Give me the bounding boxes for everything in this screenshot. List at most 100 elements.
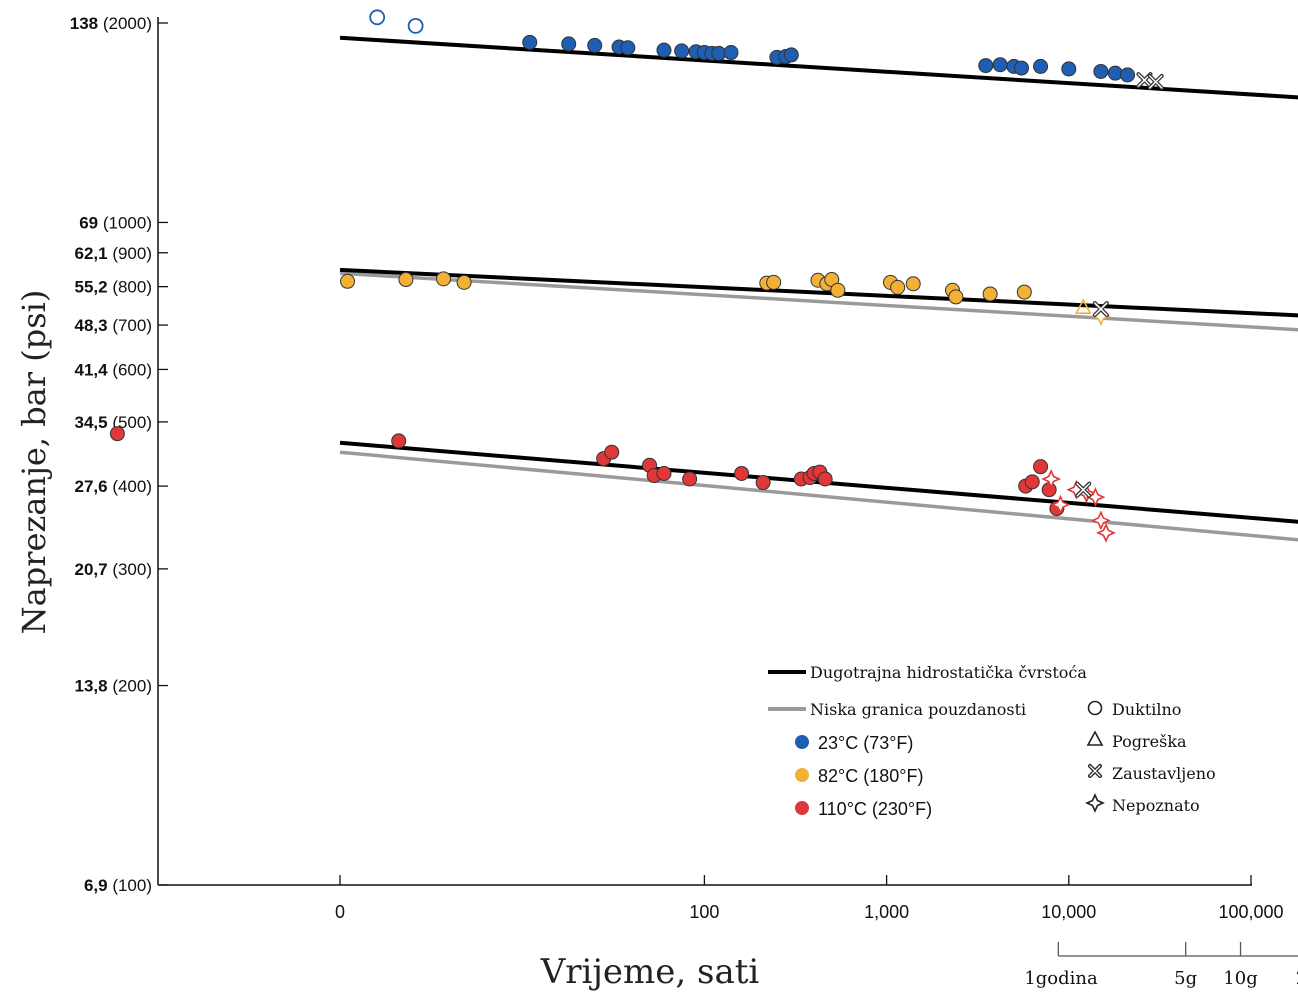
data-point bbox=[1033, 58, 1049, 74]
data-point bbox=[620, 40, 636, 56]
ductile-point bbox=[407, 17, 424, 34]
data-point bbox=[982, 286, 998, 302]
lcl-line bbox=[339, 450, 1298, 542]
y-tick-label: 13,8 (200) bbox=[75, 677, 153, 696]
stopped-point bbox=[1147, 73, 1164, 90]
stopped-point bbox=[1075, 481, 1092, 498]
data-point bbox=[755, 475, 771, 491]
y-tick-label: 34,5 (500) bbox=[75, 413, 153, 432]
y-axis-title: Naprezanje, bar (psi) bbox=[15, 290, 53, 635]
x-tick-label: 1,000 bbox=[864, 902, 909, 922]
data-point bbox=[783, 47, 799, 63]
x-mark-inner bbox=[1094, 302, 1108, 316]
data-point bbox=[890, 279, 906, 295]
data-point bbox=[587, 37, 603, 53]
data-point bbox=[1061, 61, 1077, 77]
legend-temp-label: 82°C (180°F) bbox=[818, 766, 923, 786]
legend-line-label: Dugotrajna hidrostatička čvrstoća bbox=[810, 663, 1087, 682]
data-point bbox=[398, 272, 414, 288]
legend: Dugotrajna hidrostatička čvrstoća Niska g… bbox=[768, 663, 1216, 819]
year-tick-label: 10g bbox=[1223, 968, 1257, 989]
legend-temp-swatch bbox=[795, 801, 809, 815]
year-tick-label: 5g bbox=[1174, 968, 1197, 989]
chart-axes bbox=[157, 17, 1252, 886]
y-tick-label: 48,3 (700) bbox=[75, 316, 153, 335]
data-points bbox=[109, 9, 1164, 543]
x-tick-label: 100 bbox=[689, 902, 719, 922]
y-tick-label: 41,4 (600) bbox=[75, 360, 153, 379]
data-point bbox=[656, 465, 672, 481]
failure-point bbox=[1074, 298, 1092, 314]
data-point bbox=[734, 465, 750, 481]
ductile-point bbox=[369, 9, 386, 26]
data-point bbox=[766, 274, 782, 290]
x-tick-label: 100,000 bbox=[1218, 902, 1283, 922]
data-point bbox=[978, 58, 994, 74]
y-tick-label: 20,7 (300) bbox=[75, 560, 153, 579]
triangle-outline-icon bbox=[1086, 730, 1104, 746]
y-axis-ticks: 138 (2000) 69 (1000) 62,1 (900) 55,2 (800) 4… bbox=[70, 14, 168, 895]
data-point bbox=[674, 43, 690, 59]
y-tick-label: 6,9 (100) bbox=[84, 876, 152, 895]
y-tick-label: 138 (2000) bbox=[70, 14, 152, 33]
four-point-star-icon bbox=[1085, 793, 1105, 813]
data-point bbox=[522, 34, 538, 50]
stopped-point bbox=[1092, 301, 1109, 318]
legend-temp-swatch bbox=[795, 735, 809, 749]
data-point bbox=[456, 274, 472, 290]
legend-mode-label: Nepoznato bbox=[1112, 796, 1200, 815]
regression-lines bbox=[339, 35, 1298, 542]
data-point bbox=[1033, 459, 1049, 475]
lts-line bbox=[339, 35, 1298, 100]
unknown-point bbox=[1050, 494, 1071, 515]
legend-temp-label: 23°C (73°F) bbox=[818, 733, 913, 753]
y-tick-label: 27,6 (400) bbox=[75, 477, 153, 496]
data-point bbox=[604, 444, 620, 460]
legend-mode-label: Pogreška bbox=[1112, 732, 1187, 751]
data-point bbox=[109, 426, 125, 442]
data-point bbox=[948, 289, 964, 305]
data-point bbox=[656, 42, 672, 58]
data-point bbox=[682, 471, 698, 487]
data-point bbox=[1016, 284, 1032, 300]
data-point bbox=[830, 282, 846, 298]
cross-x-icon bbox=[1088, 764, 1102, 778]
data-point bbox=[340, 273, 356, 289]
data-point bbox=[561, 36, 577, 52]
legend-temp-label: 110°C (230°F) bbox=[818, 799, 932, 819]
data-point bbox=[391, 433, 407, 449]
data-point bbox=[1013, 60, 1029, 76]
lts-line bbox=[339, 440, 1298, 524]
year-scale: 1godina5g10g25g50g100g bbox=[1024, 942, 1298, 989]
data-point bbox=[1093, 63, 1109, 79]
year-tick-label: 25g bbox=[1296, 968, 1298, 989]
lcl-line bbox=[339, 271, 1298, 332]
data-point bbox=[1120, 67, 1136, 83]
data-point bbox=[1024, 474, 1040, 490]
lts-line bbox=[339, 267, 1298, 318]
x-mark-inner bbox=[1076, 482, 1090, 497]
data-point bbox=[723, 45, 739, 61]
data-point bbox=[992, 57, 1008, 73]
x-axis-title: Vrijeme, sati bbox=[540, 952, 760, 992]
unknown-point bbox=[1041, 469, 1062, 489]
data-point bbox=[1041, 482, 1057, 498]
legend-temp-swatch bbox=[795, 768, 809, 782]
data-point bbox=[817, 471, 833, 487]
unknown-point bbox=[1090, 510, 1111, 531]
circle-outline-icon bbox=[1087, 700, 1103, 716]
data-point bbox=[905, 276, 921, 292]
y-tick-label: 62,1 (900) bbox=[75, 244, 153, 263]
x-mark-inner bbox=[1089, 765, 1101, 777]
year-tick-label: 1godina bbox=[1024, 968, 1098, 989]
x-tick-label: 10,000 bbox=[1041, 902, 1096, 922]
legend-line-label: Niska granica pouzdanosti bbox=[810, 700, 1026, 719]
x-tick-label: 0 bbox=[335, 902, 345, 922]
x-mark-inner bbox=[1148, 75, 1163, 89]
unknown-point bbox=[1096, 522, 1116, 543]
legend-mode-label: Zaustavljeno bbox=[1112, 764, 1216, 783]
y-tick-label: 55,2 (800) bbox=[75, 278, 153, 297]
legend-mode-label: Duktilno bbox=[1112, 700, 1181, 719]
